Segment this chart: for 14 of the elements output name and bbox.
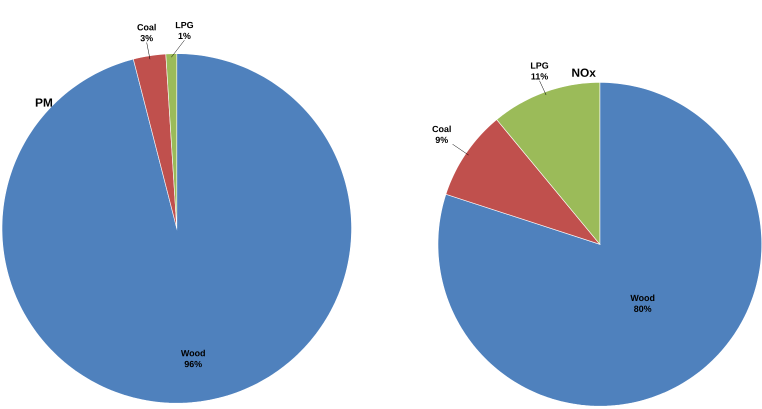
- chart-title: NOx: [572, 68, 596, 77]
- data-label: 3%: [140, 34, 153, 42]
- slice-label: LPG: [176, 22, 194, 28]
- data-label: 80%: [634, 306, 652, 312]
- data-label: 11%: [531, 73, 548, 80]
- slice-label: Coal: [137, 24, 156, 30]
- data-label: 1%: [178, 32, 191, 39]
- data-label: 9%: [436, 136, 448, 143]
- slice-label: Coal: [432, 126, 451, 132]
- slice-label: Wood: [630, 294, 654, 301]
- text: PM: [36, 98, 52, 107]
- slice-label: LPG: [530, 62, 548, 69]
- slice-label: Wood: [180, 350, 205, 356]
- data-label: 96%: [184, 360, 202, 368]
